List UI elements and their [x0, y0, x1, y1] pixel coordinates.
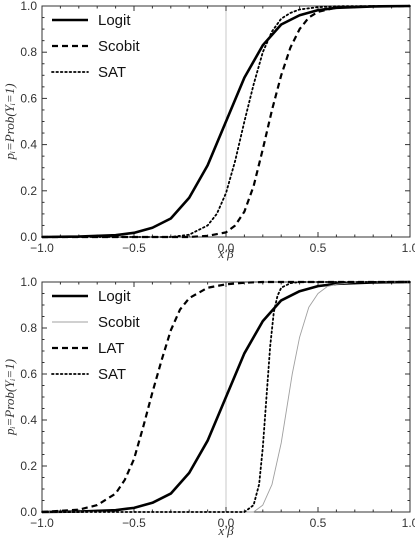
y-tick-label: 0.0 [20, 230, 37, 244]
x-tick-label: −1.0 [30, 516, 54, 530]
x-tick-label: 0.5 [310, 516, 327, 530]
y-tick-label: 0.2 [20, 459, 37, 473]
x-axis-label: x′β [217, 523, 234, 538]
series-scobit-line [42, 4, 411, 239]
y-tick-label: 0.4 [20, 138, 37, 152]
y-axis-label: pᵢ=Prob(Yᵢ=1) [2, 83, 17, 160]
y-tick-label: 0.2 [20, 184, 37, 198]
bottom-chart-panel: −1.0 −0.5 0.0 0.5 1.0 0.0 0.2 0.4 0.6 0.8 1.0 x′β pᵢ… [2, 275, 415, 538]
x-tick-label: −1.0 [30, 241, 54, 255]
legend-label-lat: LAT [98, 340, 124, 357]
series-lat-line [41, 280, 410, 514]
y-tick-label: 1.0 [20, 275, 37, 289]
legend-label-logit: Logit [98, 288, 131, 305]
x-tick-label: −0.5 [122, 516, 146, 530]
legend-label-scobit: Scobit [98, 314, 141, 331]
x-tick-label: 1.0 [402, 516, 415, 530]
legend-label-sat: SAT [98, 64, 126, 81]
x-tick-label: 0.5 [310, 241, 327, 255]
y-tick-label: 0.0 [20, 505, 37, 519]
x-axis-label: x′β [217, 246, 234, 261]
y-tick-label: 1.0 [20, 0, 37, 13]
x-tick-label: 1.0 [402, 241, 415, 255]
x-tick-label: 0.0 [218, 241, 235, 255]
y-tick-label: 0.8 [20, 45, 37, 59]
series-logit-line [41, 280, 411, 514]
y-axis-label: pᵢ=Prob(Yᵢ=1) [2, 359, 17, 436]
y-tick-label: 0.4 [20, 413, 37, 427]
y-tick-label: 0.8 [20, 321, 37, 335]
legend-label-sat: SAT [98, 366, 126, 383]
y-tick-label: 0.6 [20, 91, 37, 105]
y-tick-label: 0.6 [20, 367, 37, 381]
x-tick-label: −0.5 [122, 241, 146, 255]
legend-label-scobit: Scobit [98, 38, 141, 55]
top-chart-panel: −1.0 −0.5 0.0 0.5 1.0 0.0 0.2 0.4 0.6 0.8 1.0 x′β pᵢ… [2, 0, 415, 261]
series-sat-line [41, 281, 411, 513]
series-sat-line [41, 5, 411, 238]
legend-label-logit: Logit [98, 12, 131, 29]
x-tick-label: 0.0 [218, 516, 235, 530]
